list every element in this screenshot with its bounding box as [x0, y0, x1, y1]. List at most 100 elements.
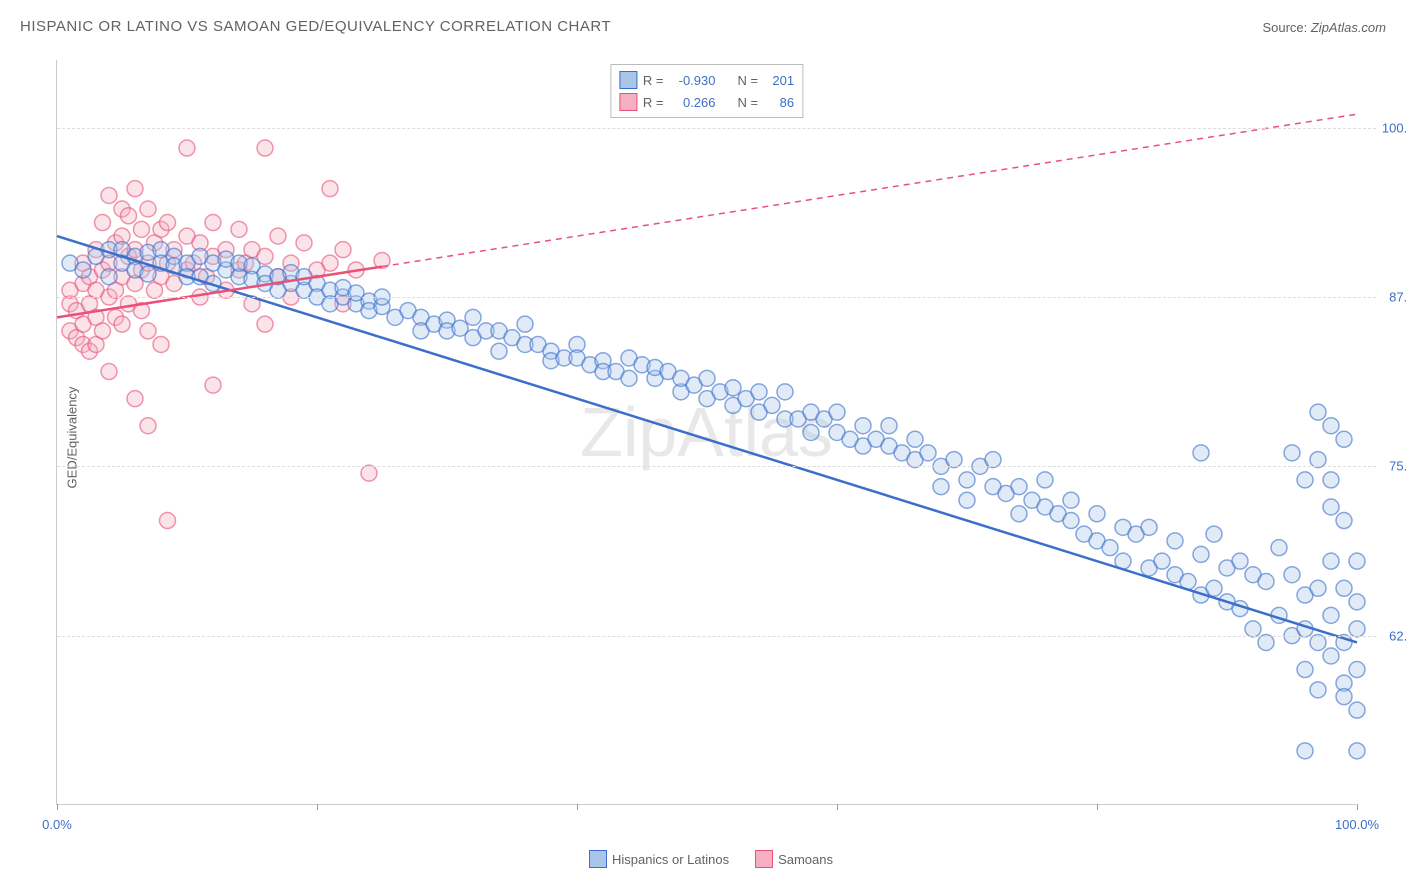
scatter-point-hisp [751, 384, 767, 400]
scatter-point-hisp [1323, 418, 1339, 434]
scatter-point-samoan [322, 255, 338, 271]
legend-bottom: Hispanics or Latinos Samoans [589, 850, 833, 868]
x-tick-label: 100.0% [1335, 817, 1379, 832]
y-tick-label: 75.0% [1371, 459, 1406, 474]
scatter-point-samoan [335, 242, 351, 258]
legend-label: Samoans [778, 852, 833, 867]
scatter-point-hisp [764, 397, 780, 413]
scatter-point-hisp [1349, 743, 1365, 759]
scatter-point-hisp [1310, 404, 1326, 420]
r-value: -0.930 [670, 73, 716, 88]
regression-line-dashed-samoan [382, 114, 1357, 266]
scatter-point-hisp [1206, 526, 1222, 542]
r-label: R = [643, 95, 664, 110]
scatter-point-hisp [699, 370, 715, 386]
scatter-point-hisp [1284, 445, 1300, 461]
legend-item-samoan: Samoans [755, 850, 833, 868]
grid-line [57, 128, 1376, 129]
x-tick [1097, 804, 1098, 810]
scatter-point-hisp [621, 370, 637, 386]
source-site: ZipAtlas.com [1311, 20, 1386, 35]
scatter-point-hisp [1063, 513, 1079, 529]
scatter-point-hisp [1167, 533, 1183, 549]
n-value: 86 [764, 95, 794, 110]
x-tick-label: 0.0% [42, 817, 72, 832]
legend-swatch-samoan [619, 93, 637, 111]
scatter-point-samoan [296, 235, 312, 251]
scatter-point-hisp [75, 262, 91, 278]
x-tick [837, 804, 838, 810]
scatter-point-hisp [1245, 621, 1261, 637]
scatter-point-hisp [1193, 445, 1209, 461]
scatter-point-hisp [1284, 567, 1300, 583]
scatter-svg [57, 60, 1356, 804]
scatter-point-hisp [1323, 648, 1339, 664]
scatter-point-samoan [127, 391, 143, 407]
scatter-point-hisp [907, 431, 923, 447]
scatter-point-hisp [855, 418, 871, 434]
grid-line [57, 297, 1376, 298]
scatter-point-hisp [1349, 553, 1365, 569]
scatter-point-hisp [1323, 499, 1339, 515]
scatter-point-hisp [1297, 662, 1313, 678]
legend-label: Hispanics or Latinos [612, 852, 729, 867]
y-tick-label: 62.5% [1371, 628, 1406, 643]
scatter-point-hisp [1349, 621, 1365, 637]
scatter-point-hisp [1336, 431, 1352, 447]
scatter-point-hisp [1037, 472, 1053, 488]
scatter-point-hisp [725, 380, 741, 396]
x-tick [1357, 804, 1358, 810]
scatter-point-hisp [1310, 634, 1326, 650]
scatter-point-hisp [1258, 574, 1274, 590]
scatter-point-hisp [1206, 580, 1222, 596]
scatter-point-hisp [985, 452, 1001, 468]
scatter-point-hisp [1102, 540, 1118, 556]
legend-swatch-hisp [589, 850, 607, 868]
scatter-point-hisp [803, 425, 819, 441]
scatter-point-samoan [134, 221, 150, 237]
scatter-point-hisp [920, 445, 936, 461]
scatter-point-hisp [1323, 472, 1339, 488]
scatter-point-samoan [205, 377, 221, 393]
scatter-point-hisp [1336, 689, 1352, 705]
scatter-point-samoan [101, 187, 117, 203]
scatter-point-samoan [153, 336, 169, 352]
legend-swatch-samoan [755, 850, 773, 868]
scatter-point-samoan [231, 221, 247, 237]
scatter-point-samoan [114, 316, 130, 332]
scatter-point-hisp [1089, 506, 1105, 522]
scatter-point-hisp [1271, 540, 1287, 556]
scatter-point-samoan [257, 316, 273, 332]
r-value: 0.266 [670, 95, 716, 110]
scatter-point-hisp [933, 479, 949, 495]
source-attribution: Source: ZipAtlas.com [1262, 20, 1386, 35]
scatter-point-hisp [1310, 580, 1326, 596]
scatter-point-samoan [95, 323, 111, 339]
scatter-point-hisp [465, 309, 481, 325]
scatter-point-hisp [1310, 682, 1326, 698]
scatter-point-hisp [101, 269, 117, 285]
scatter-point-hisp [1323, 553, 1339, 569]
scatter-point-hisp [1141, 519, 1157, 535]
scatter-point-hisp [1011, 506, 1027, 522]
scatter-point-samoan [140, 201, 156, 217]
x-tick [577, 804, 578, 810]
source-label: Source: [1262, 20, 1310, 35]
scatter-point-hisp [1193, 546, 1209, 562]
chart-title: HISPANIC OR LATINO VS SAMOAN GED/EQUIVAL… [20, 18, 611, 35]
scatter-point-hisp [1349, 594, 1365, 610]
scatter-point-hisp [491, 343, 507, 359]
legend-item-hisp: Hispanics or Latinos [589, 850, 729, 868]
scatter-point-samoan [270, 228, 286, 244]
chart-container: GED/Equivalency ZipAtlas R =-0.930N =201… [46, 60, 1376, 840]
scatter-point-hisp [1063, 492, 1079, 508]
stats-row-hisp: R =-0.930N =201 [619, 69, 794, 91]
scatter-point-hisp [946, 452, 962, 468]
scatter-point-hisp [517, 316, 533, 332]
scatter-point-hisp [1154, 553, 1170, 569]
scatter-point-hisp [1011, 479, 1027, 495]
y-tick-label: 100.0% [1371, 120, 1406, 135]
scatter-point-hisp [1258, 634, 1274, 650]
scatter-point-samoan [127, 181, 143, 197]
scatter-point-hisp [1323, 607, 1339, 623]
